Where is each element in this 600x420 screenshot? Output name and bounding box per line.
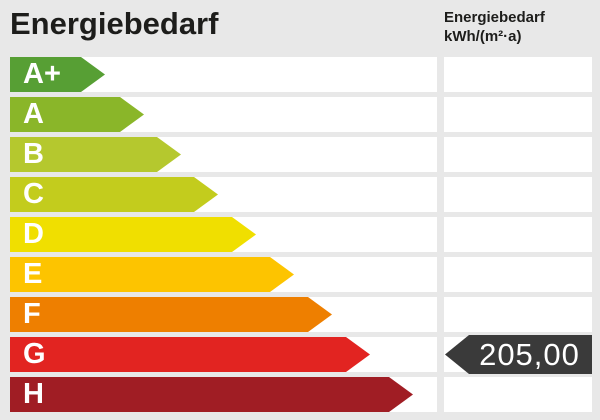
unit-header: Energiebedarf kWh/(m²·a) xyxy=(444,8,545,46)
value-text: 205,00 xyxy=(479,336,580,372)
band-label: G xyxy=(23,338,46,370)
value-cell xyxy=(444,217,592,252)
scale-row: B xyxy=(10,137,592,172)
band-arrow: D xyxy=(10,217,256,252)
band-label: H xyxy=(23,378,44,410)
scale-row: A xyxy=(10,97,592,132)
band-label: D xyxy=(23,218,44,250)
scale-band-cell: C xyxy=(10,177,437,212)
scale-band-cell: A xyxy=(10,97,437,132)
value-cell xyxy=(444,57,592,92)
value-cell xyxy=(444,97,592,132)
band-label: B xyxy=(23,138,44,170)
scale-row: D xyxy=(10,217,592,252)
energy-scale: A+ A B C D E F G 205,00 H xyxy=(10,57,592,412)
band-label: F xyxy=(23,298,41,330)
value-cell xyxy=(444,377,592,412)
band-arrow: F xyxy=(10,297,332,332)
scale-row: H xyxy=(10,377,592,412)
band-arrow: B xyxy=(10,137,181,172)
band-arrow: A+ xyxy=(10,57,105,92)
band-label: E xyxy=(23,258,43,290)
scale-row: G 205,00 xyxy=(10,335,592,374)
scale-band-cell: H xyxy=(10,377,437,412)
scale-row: E xyxy=(10,257,592,292)
scale-row: C xyxy=(10,177,592,212)
value-cell xyxy=(444,297,592,332)
page-title: Energiebedarf xyxy=(10,6,219,41)
band-arrow: C xyxy=(10,177,218,212)
scale-band-cell: G xyxy=(10,337,437,372)
scale-band-cell: A+ xyxy=(10,57,437,92)
scale-band-cell: F xyxy=(10,297,437,332)
band-label: A+ xyxy=(23,58,61,90)
scale-band-cell: D xyxy=(10,217,437,252)
band-label: A xyxy=(23,98,44,130)
band-arrow: H xyxy=(10,377,413,412)
scale-band-cell: B xyxy=(10,137,437,172)
value-cell xyxy=(444,177,592,212)
band-arrow: E xyxy=(10,257,294,292)
unit-header-unit: kWh/(m²·a) xyxy=(444,28,522,45)
value-cell xyxy=(444,257,592,292)
scale-band-cell: E xyxy=(10,257,437,292)
band-arrow: G xyxy=(10,337,370,372)
band-label: C xyxy=(23,178,44,210)
value-cell xyxy=(444,137,592,172)
value-cell: 205,00 xyxy=(444,335,592,374)
band-arrow: A xyxy=(10,97,144,132)
scale-row: A+ xyxy=(10,57,592,92)
unit-header-label: Energiebedarf xyxy=(444,9,545,26)
scale-row: F xyxy=(10,297,592,332)
value-pointer: 205,00 xyxy=(445,335,592,374)
